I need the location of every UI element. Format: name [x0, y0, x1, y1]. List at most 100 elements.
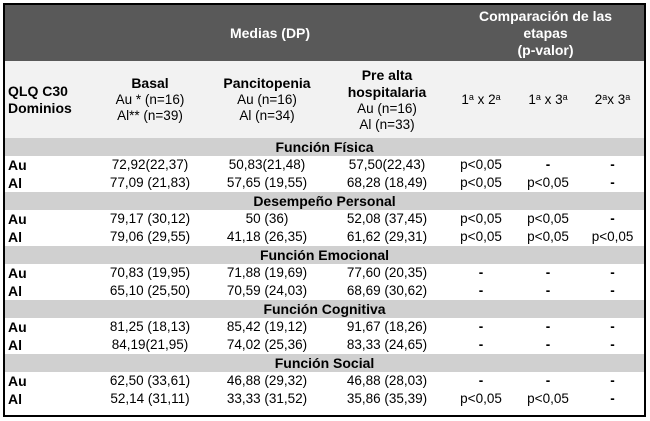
- p-value-1x3: p<0,05: [527, 229, 569, 244]
- p-value-1x3: -: [545, 373, 551, 388]
- domain-header-line2: Dominios: [8, 99, 72, 116]
- pre-alta-value: 68,69 (30,62): [346, 283, 428, 298]
- pancitopenia-value: 85,42 (19,12): [226, 319, 308, 334]
- domain-header-line1: QLQ C30: [8, 82, 68, 99]
- stage-title: Pancitopenia: [223, 75, 311, 91]
- p-value-1x3: -: [545, 265, 551, 280]
- p-value-1x2: -: [478, 265, 484, 280]
- pre-alta-value: 46,88 (28,03): [346, 373, 428, 388]
- p-value-1x3: p<0,05: [527, 175, 569, 190]
- comparison-2x3-header: 2ax 3a: [581, 61, 645, 138]
- pre-alta-value: 61,62 (29,31): [346, 229, 428, 244]
- comparison-header-line3: (p-valor): [517, 41, 574, 58]
- basal-value: 70,83 (19,95): [109, 265, 191, 280]
- pre-alta-value: 57,50(22,43): [348, 157, 426, 172]
- row-label: Al: [8, 391, 22, 407]
- qlq-c30-table-container: Medias (DP) Comparación de las etapas (p…: [3, 3, 646, 417]
- comparison-header-line2: etapas: [523, 24, 568, 41]
- row-label: Al: [8, 283, 22, 299]
- section-title: Desempeño Personal: [5, 192, 645, 210]
- p-value-2x3: -: [610, 157, 615, 172]
- basal-value: 81,25 (18,13): [109, 319, 191, 334]
- p-value-1x3: -: [545, 283, 551, 298]
- pre-alta-value: 83,33 (24,65): [346, 337, 428, 352]
- table-row: Au 81,25 (18,13) 85,42 (19,12) 91,67 (18,26…: [5, 318, 644, 336]
- section-title: Función Física: [5, 138, 645, 156]
- table-row: Al 65,10 (25,50) 70,59 (24,03) 68,69 (30,62…: [5, 282, 644, 300]
- p-value-1x2: -: [478, 283, 484, 298]
- stage-au-n: Au * (n=16): [115, 92, 185, 107]
- section-title: Función Emocional: [5, 246, 645, 264]
- domain-column-header: QLQ C30 Dominios: [5, 61, 93, 138]
- pancitopenia-value: 50,83(21,48): [228, 157, 306, 172]
- section-row: Función Emocional: [5, 246, 645, 264]
- row-label: Au: [8, 319, 27, 335]
- table-row: Au 72,92(22,37) 50,83(21,48) 57,50(22,43) p<…: [5, 156, 644, 174]
- section-title: Función Social: [5, 354, 645, 372]
- stage-al-n: Al (n=34): [239, 108, 295, 123]
- means-header: Medias (DP): [93, 5, 448, 61]
- stage-title-line2: hospitalaria: [347, 83, 427, 100]
- table-row: Al 79,06 (29,55) 41,18 (26,35) 61,62 (29,31…: [5, 228, 644, 246]
- p-value-1x3: -: [545, 157, 551, 172]
- stage-al-n: Al** (n=39): [117, 108, 183, 123]
- row-label: Au: [8, 373, 27, 389]
- p-value-1x2: -: [478, 337, 484, 352]
- pancitopenia-value: 71,88 (19,69): [226, 265, 308, 280]
- section-row: Función Cognitiva: [5, 300, 645, 318]
- section-row: Función Social: [5, 354, 645, 372]
- row-label: Au: [8, 211, 27, 227]
- table-row: Al 52,14 (31,11) 33,33 (31,52) 35,86 (35,39…: [5, 390, 644, 408]
- stage-title: Basal: [131, 75, 169, 91]
- table-row: Au 79,17 (30,12) 50 (36) 52,08 (37,45) p<0,0…: [5, 210, 644, 228]
- pancitopenia-value: 74,02 (25,36): [226, 337, 308, 352]
- stage-au-n: Au (n=16): [237, 92, 297, 107]
- comparison-1x3-header: 1a x 3a: [515, 61, 582, 138]
- pancitopenia-value: 41,18 (26,35): [226, 229, 308, 244]
- comparison-1x2-header: 1a x 2a: [447, 61, 516, 138]
- section-row: Desempeño Personal: [5, 192, 645, 210]
- qlq-c30-results-table: Medias (DP) Comparación de las etapas (p…: [5, 5, 645, 408]
- p-value-1x3: -: [545, 319, 551, 334]
- p-value-2x3: -: [610, 391, 615, 406]
- row-label: Al: [8, 229, 22, 245]
- pre-alta-value: 68,28 (18,49): [346, 175, 428, 190]
- comparison-header-line1: Comparación de las: [479, 7, 613, 24]
- basal-value: 79,06 (29,55): [109, 229, 191, 244]
- pre-alta-value: 52,08 (37,45): [346, 211, 428, 226]
- pancitopenia-value: 50 (36): [245, 211, 289, 226]
- basal-value: 52,14 (31,11): [110, 391, 190, 406]
- pancitopenia-value: 70,59 (24,03): [226, 283, 308, 298]
- p-value-2x3: -: [610, 319, 615, 334]
- row-label: Al: [8, 175, 22, 191]
- table-row: Al 84,19(21,95) 74,02 (25,36) 83,33 (24,65)…: [5, 336, 644, 354]
- pre-alta-value: 35,86 (35,39): [346, 391, 428, 406]
- p-value-1x3: p<0,05: [527, 211, 569, 226]
- pancitopenia-value: 33,33 (31,52): [226, 391, 308, 406]
- p-value-2x3: -: [610, 265, 615, 280]
- stage-header-pancitopenia: Pancitopenia Au (n=16) Al (n=34): [207, 61, 327, 138]
- table-row: Al 77,09 (21,83) 57,65 (19,55) 68,28 (18,49…: [5, 174, 644, 192]
- p-value-1x2: p<0,05: [460, 391, 502, 406]
- p-value-1x3: -: [545, 337, 551, 352]
- header-empty-cell: [5, 5, 93, 61]
- basal-value: 84,19(21,95): [111, 337, 189, 352]
- pancitopenia-value: 57,65 (19,55): [226, 175, 308, 190]
- p-value-2x3: p<0,05: [591, 229, 634, 244]
- p-value-1x2: -: [478, 373, 484, 388]
- p-value-1x2: p<0,05: [460, 229, 502, 244]
- stage-title: Pre alta: [361, 66, 413, 83]
- row-label: Au: [8, 157, 27, 173]
- basal-value: 77,09 (21,83): [109, 175, 191, 190]
- basal-value: 79,17 (30,12): [109, 211, 191, 226]
- stage-header-basal: Basal Au * (n=16) Al** (n=39): [93, 61, 207, 138]
- p-value-2x3: -: [610, 211, 615, 226]
- basal-value: 65,10 (25,50): [109, 283, 191, 298]
- row-label: Al: [8, 337, 22, 353]
- p-value-1x2: p<0,05: [460, 157, 502, 172]
- table-top-header-row: Medias (DP) Comparación de las etapas (p…: [5, 5, 645, 61]
- stage-au-n: Au (n=16): [357, 100, 417, 116]
- p-value-2x3: -: [610, 283, 615, 298]
- basal-value: 72,92(22,37): [111, 157, 189, 172]
- pancitopenia-value: 46,88 (29,32): [226, 373, 308, 388]
